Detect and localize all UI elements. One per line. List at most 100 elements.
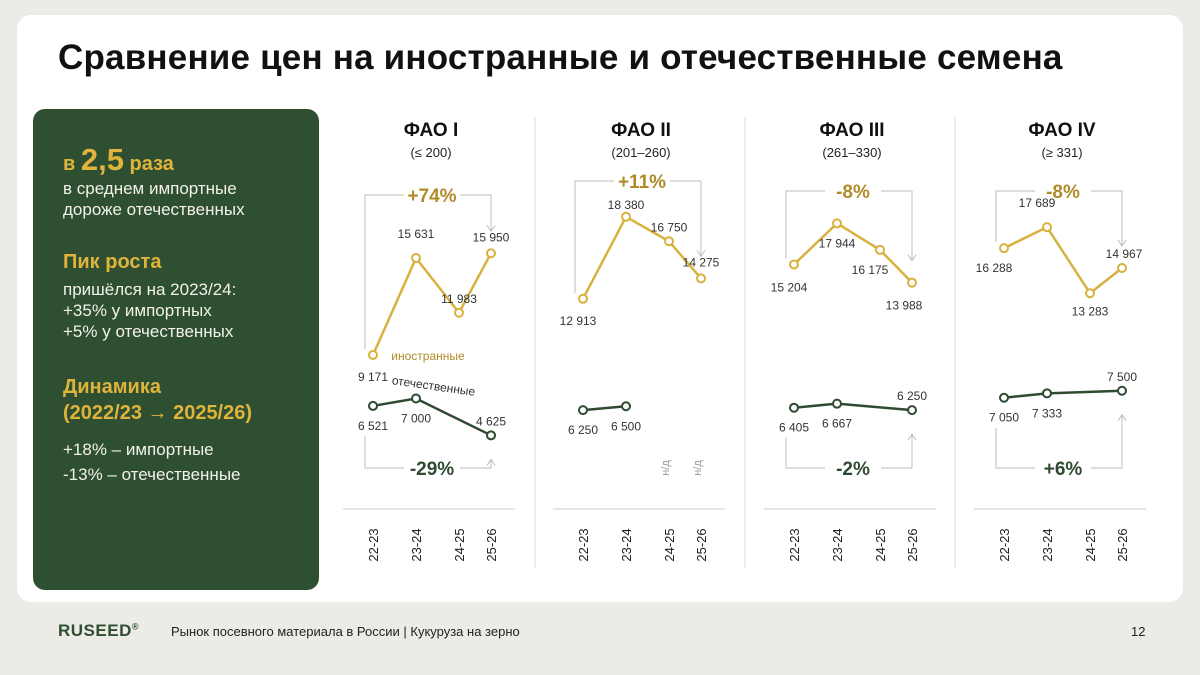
- domestic-change-bg: [825, 456, 881, 480]
- stat-line-2: дороже отечественных: [63, 200, 245, 219]
- imported-change-label: -8%: [1046, 182, 1080, 203]
- x-tick-label: 22-23: [576, 528, 591, 561]
- panel-subtitle: (201–260): [611, 145, 670, 160]
- imported-change-label: +11%: [618, 172, 666, 193]
- domestic-point: [1117, 385, 1127, 396]
- domestic-point: [486, 430, 496, 441]
- panel-subtitle: (≥ 331): [1041, 145, 1082, 160]
- imported-point: [696, 273, 706, 284]
- brand-registered-mark: ®: [131, 621, 139, 632]
- x-tick-label: 22-23: [787, 528, 802, 561]
- domestic-point: [999, 392, 1009, 403]
- imported-series-name: иностранные: [391, 349, 465, 363]
- imported-point: [1042, 222, 1052, 233]
- domestic-value-label: 6 667: [822, 417, 852, 431]
- imported-value-label: 15 631: [398, 227, 435, 241]
- peak-line-1: пришёлся на 2023/24:: [63, 280, 237, 299]
- domestic-change-label: +6%: [1044, 459, 1083, 480]
- imported-change-bg: [825, 179, 881, 203]
- page-title: Сравнение цен на иностранные и отечестве…: [58, 38, 1063, 77]
- imported-value-label: 18 380: [608, 198, 645, 212]
- peak-line-2: +35% у импортных: [63, 301, 212, 320]
- chart-panel-3: ФАО III (261–330) -8% 15 204 17 944 16 175 13 …: [764, 120, 936, 562]
- imported-value-label: 16 175: [852, 263, 889, 277]
- imported-point: [789, 259, 799, 270]
- domestic-series-line: [582, 405, 627, 412]
- page-number: 12: [1131, 624, 1146, 639]
- imported-change-bg: [404, 183, 460, 207]
- domestic-series-line: [793, 402, 913, 412]
- imported-change-arrow-icon: [486, 224, 496, 233]
- imported-change-bg: [1035, 179, 1091, 203]
- x-tick-label: 23-24: [619, 528, 634, 561]
- imported-point: [368, 349, 378, 360]
- x-tick-label: 22-23: [997, 528, 1012, 561]
- imported-change-label: +74%: [407, 186, 456, 207]
- imported-series-line: [371, 252, 493, 356]
- imported-value-label: 11 983: [441, 292, 477, 306]
- x-tick-label: 24-25: [452, 528, 467, 561]
- domestic-value-label: 4 625: [476, 414, 506, 428]
- x-tick-label: 25-26: [694, 528, 709, 561]
- domestic-point: [789, 402, 799, 413]
- domestic-change-bg: [1035, 456, 1091, 480]
- panel-title: ФАО IV: [1028, 120, 1096, 141]
- dynamics-line-2: -13% – отечественные: [63, 465, 241, 484]
- domestic-value-label: 7 000: [401, 412, 431, 426]
- imported-value-label: 15 204: [771, 280, 808, 294]
- domestic-series-line: [372, 397, 492, 437]
- imported-value-label: 14 275: [683, 255, 720, 269]
- imported-point: [999, 243, 1009, 254]
- imported-point: [832, 218, 842, 229]
- imported-series-line: [793, 221, 913, 284]
- imported-value-label: 13 988: [886, 299, 923, 313]
- imported-series-line: [581, 215, 702, 300]
- imported-value-label: 14 967: [1106, 247, 1143, 261]
- imported-change-label: -8%: [836, 182, 870, 203]
- x-tick-label: 25-26: [484, 528, 499, 561]
- imported-point: [1085, 288, 1095, 299]
- na-label: н/д: [660, 460, 672, 476]
- dynamics-heading-2: (2022/23 → 2025/26): [63, 402, 253, 424]
- domestic-point: [368, 400, 378, 411]
- chart-panel-4: ФАО IV (≥ 331) -8% 16 288 17 689 13 283 14 967…: [974, 120, 1146, 562]
- imported-point: [875, 244, 885, 255]
- stat-suffix: раза: [129, 153, 174, 175]
- chart-panel-2: ФАО II (201–260) +11% 12 913 18 380 16 750 14 …: [553, 120, 725, 562]
- brand-logo: RUSEED®: [58, 621, 139, 641]
- x-tick-label: 22-23: [366, 528, 381, 561]
- brand-name: RUSEED: [58, 621, 132, 640]
- domestic-value-label: 7 500: [1107, 370, 1137, 384]
- panel-subtitle: (261–330): [822, 145, 881, 160]
- imported-point: [1117, 262, 1127, 273]
- domestic-point: [578, 405, 588, 416]
- x-tick-label: 24-25: [1083, 528, 1098, 561]
- x-tick-label: 23-24: [409, 528, 424, 561]
- imported-change-arrow-icon: [696, 250, 706, 258]
- imported-value-label: 13 283: [1072, 304, 1109, 318]
- domestic-series-line: [1003, 389, 1123, 399]
- imported-point: [664, 236, 674, 247]
- na-label: н/д: [692, 460, 704, 476]
- imported-change-arrow-icon: [907, 254, 917, 262]
- peak-line-3: +5% у отечественных: [63, 322, 234, 341]
- chart-panel-1: ФАО I (≤ 200) +74% 9 171 15 631 11 983 15 950 6…: [343, 120, 515, 562]
- imported-point: [454, 307, 464, 318]
- imported-point: [486, 248, 496, 259]
- panel-subtitle: (≤ 200): [410, 145, 451, 160]
- domestic-change-bg: [404, 456, 460, 480]
- x-tick-label: 24-25: [662, 528, 677, 561]
- domestic-point: [411, 393, 421, 404]
- domestic-point: [621, 401, 631, 412]
- panel-title: ФАО II: [611, 120, 671, 141]
- imported-change-bg: [614, 169, 670, 193]
- domestic-value-label: 6 250: [897, 389, 927, 403]
- imported-point: [411, 253, 421, 264]
- domestic-point: [832, 398, 842, 409]
- imported-change-arrow-icon: [1117, 239, 1127, 247]
- domestic-change-arrow-icon: [486, 458, 496, 466]
- stat-prefix: в: [63, 153, 76, 175]
- panel-title: ФАО I: [404, 120, 459, 141]
- x-tick-label: 23-24: [1040, 528, 1055, 561]
- domestic-series-name: отечественные: [391, 373, 476, 399]
